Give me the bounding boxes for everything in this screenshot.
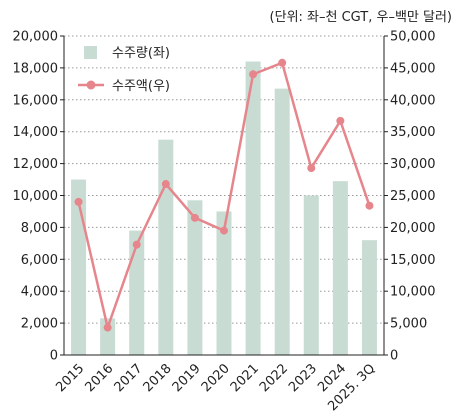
legend-label-order-volume: 수주량(좌)	[112, 46, 170, 61]
x-tick-label: 2023	[286, 361, 320, 395]
right-tick-label: 20,000	[390, 221, 436, 236]
x-tick-label: 2022	[257, 361, 291, 395]
left-axis-ticks: 0 2,000 4,000 6,000 8,000 10,000 12,000 14,000 1…	[13, 30, 64, 364]
bar	[332, 181, 348, 355]
line-point	[365, 201, 374, 210]
bar	[216, 211, 232, 355]
x-tick-label: 2018	[141, 361, 175, 395]
bar	[274, 88, 290, 355]
x-tick-label: 2017	[112, 361, 146, 395]
line-point	[190, 213, 199, 222]
x-axis-ticks: 2015201620172018201920202021202220232024…	[53, 361, 378, 414]
left-tick-label: 8,000	[21, 221, 58, 236]
left-tick-label: 14,000	[13, 125, 59, 140]
left-tick-label: 12,000	[13, 157, 59, 172]
left-tick-label: 4,000	[21, 285, 58, 300]
line-point	[74, 197, 83, 206]
left-tick-label: 10,000	[13, 189, 59, 204]
right-axis-ticks: 0 5,000 10,000 15,000 20,000 25,000 30,000 35,0…	[384, 30, 436, 364]
legend-swatch-order-volume	[84, 46, 97, 59]
right-tick-label: 50,000	[390, 30, 436, 45]
right-tick-label: 45,000	[390, 61, 436, 76]
line-point	[278, 58, 287, 67]
right-tick-label: 15,000	[390, 253, 436, 268]
x-tick-label: 2019	[170, 361, 204, 395]
right-tick-label: 35,000	[390, 125, 436, 140]
right-tick-label: 25,000	[390, 189, 436, 204]
right-tick-label: 40,000	[390, 93, 436, 108]
line-series-order-amount	[74, 58, 374, 332]
right-tick-label: 30,000	[390, 157, 436, 172]
bar	[187, 200, 203, 355]
legend-marker-order-amount	[86, 80, 96, 90]
left-tick-label: 20,000	[13, 30, 59, 45]
legend: 수주량(좌) 수주액(우)	[78, 46, 170, 94]
x-tick-label: 2021	[228, 361, 262, 395]
line-point	[220, 226, 228, 235]
line-point	[161, 180, 170, 189]
x-tick-label: 2020	[199, 361, 233, 395]
left-tick-label: 2,000	[21, 317, 58, 332]
left-tick-label: 6,000	[21, 253, 58, 268]
line-point	[103, 323, 112, 332]
legend-label-order-amount: 수주액(우)	[112, 79, 170, 94]
left-tick-label: 18,000	[13, 61, 59, 76]
right-tick-label: 0	[390, 349, 398, 364]
line-point	[336, 116, 345, 125]
line-point	[307, 164, 316, 173]
right-tick-label: 5,000	[390, 317, 427, 332]
bar	[303, 195, 319, 355]
x-tick-label: 2015	[53, 361, 87, 395]
line-point	[132, 240, 141, 249]
left-tick-label: 16,000	[13, 93, 59, 108]
right-tick-label: 10,000	[390, 285, 436, 300]
bar	[129, 230, 145, 355]
left-tick-label: 0	[50, 349, 58, 364]
unit-note: (단위: 좌–천 CGT, 우–백만 달러)	[270, 10, 452, 25]
bar	[158, 139, 174, 355]
bar	[361, 240, 377, 355]
bar	[245, 61, 261, 356]
bar-series-order-volume	[71, 61, 377, 356]
x-tick-label: 2016	[82, 361, 116, 395]
line-point	[249, 70, 258, 79]
